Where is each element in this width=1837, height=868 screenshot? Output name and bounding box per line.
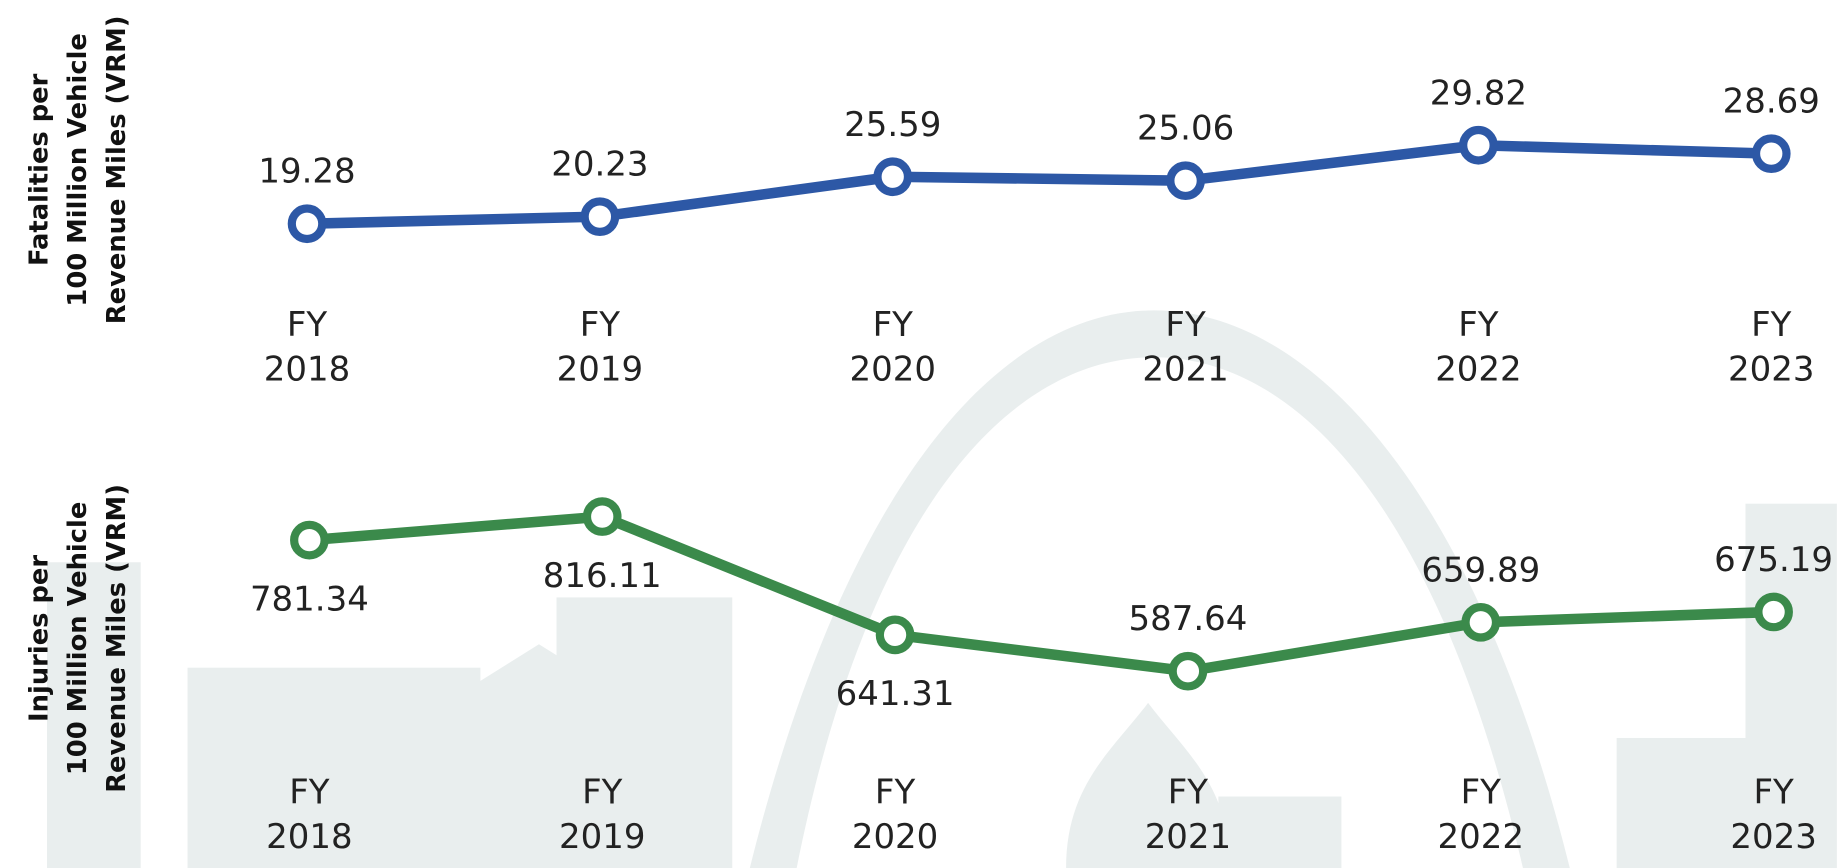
data-label: 816.11: [543, 556, 662, 596]
x-tick-label: FY 2023: [1728, 305, 1814, 390]
x-tick-label: FY 2019: [559, 773, 645, 858]
marker: [1461, 602, 1501, 642]
x-tick-label: FY 2018: [266, 773, 352, 858]
y-axis-label: Injuries per: [24, 555, 54, 722]
x-tick-label: FY 2022: [1435, 305, 1521, 390]
marker: [580, 197, 620, 236]
data-label: 675.19: [1714, 540, 1833, 580]
data-label: 25.59: [844, 105, 941, 145]
data-label: 19.28: [258, 152, 355, 192]
line: [308, 511, 1774, 677]
marker: [875, 615, 915, 655]
data-label: 641.31: [836, 674, 955, 714]
marker: [1751, 134, 1791, 173]
data-label: 29.82: [1430, 73, 1527, 113]
y-axis-label: Revenue Miles (VRM): [102, 15, 132, 324]
x-tick-label: FY 2018: [264, 305, 350, 390]
data-label: 781.34: [250, 579, 369, 619]
data-label: 659.89: [1421, 550, 1540, 590]
marker: [1166, 161, 1205, 201]
marker: [873, 157, 913, 197]
y-axis-label: Fatalities per: [24, 73, 54, 266]
marker: [1754, 592, 1793, 632]
x-tick-label: FY 2020: [850, 305, 936, 390]
y-axis-label: 100 Million Vehicle: [63, 33, 93, 306]
marker: [1459, 125, 1498, 165]
marker: [1168, 651, 1208, 691]
x-tick-label: FY 2021: [1142, 305, 1228, 390]
x-tick-label: FY 2021: [1145, 773, 1231, 858]
background-skyline: [46, 310, 1837, 868]
y-axis-label: 100 Million Vehicle: [63, 502, 93, 775]
data-label: 25.06: [1137, 109, 1234, 149]
marker: [287, 204, 327, 244]
x-tick-label: FY 2019: [557, 305, 643, 390]
marker: [290, 520, 329, 560]
x-tick-label: FY 2020: [852, 773, 938, 858]
x-tick-label: FY 2023: [1730, 773, 1816, 858]
y-axis-label: Revenue Miles (VRM): [102, 484, 132, 793]
data-label: 20.23: [551, 145, 648, 185]
data-label: 587.64: [1128, 599, 1247, 639]
x-tick-label: FY 2022: [1438, 773, 1524, 858]
marker: [582, 497, 622, 536]
line: [306, 139, 1772, 230]
data-label: 28.69: [1723, 82, 1820, 122]
